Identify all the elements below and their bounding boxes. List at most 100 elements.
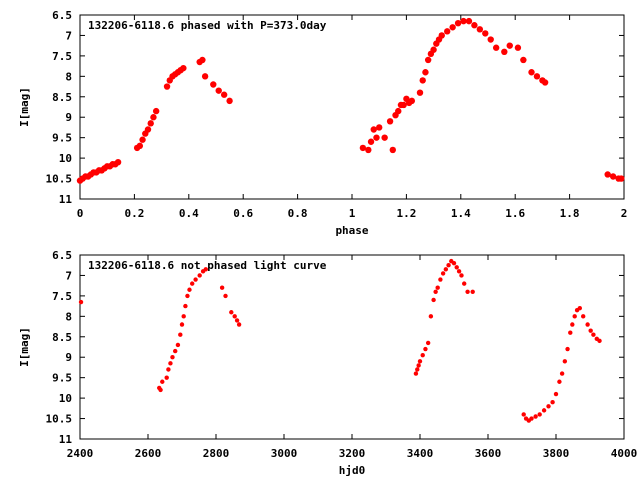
data-point [170,355,175,360]
data-point [588,328,593,333]
data-point [420,352,425,358]
data-point [415,367,420,372]
x-tick-label: 2600 [135,447,162,460]
data-point [581,314,586,319]
data-point [203,267,208,272]
data-point [449,24,456,31]
x-tick-label: 1.4 [451,207,471,220]
data-point [471,22,478,29]
data-point [178,332,183,337]
data-point [219,285,225,290]
data-point [187,287,192,292]
data-point [236,322,242,327]
x-tick-label: 0 [77,207,84,220]
data-point [229,310,234,315]
data-point [193,277,198,282]
y-tick-label: 8.5 [52,91,72,104]
data-point [199,56,206,64]
data-point [444,28,451,35]
data-point [459,273,464,278]
x-axis-label: hjd0 [339,464,366,477]
data-point [487,36,494,43]
data-point [559,371,565,376]
data-point [425,340,431,346]
x-tick-label: 1 [349,207,356,220]
y-tick-label: 9.5 [52,372,72,385]
data-point [609,173,617,180]
data-point [220,91,228,98]
data-point [365,146,372,154]
x-tick-label: 0.2 [124,207,144,220]
data-point [470,289,475,294]
data-point [541,79,549,86]
data-point [419,77,426,84]
data-point [528,69,535,76]
data-point [114,159,122,166]
data-point [416,89,424,96]
data-point [376,124,383,131]
data-point [417,359,423,364]
x-tick-label: 0.4 [179,207,199,220]
data-point [408,97,416,105]
data-point [460,17,467,25]
data-point [232,314,237,319]
data-point [226,97,233,105]
x-tick-label: 1.8 [560,207,580,220]
data-point [435,285,440,290]
x-tick-label: 3800 [543,447,570,460]
data-point [433,289,438,294]
x-tick-label: 0.6 [233,207,253,220]
y-tick-label: 10.5 [46,173,73,186]
x-axis-label: phase [335,224,368,237]
y-tick-label: 7.5 [52,290,72,303]
y-tick-label: 7.5 [52,50,72,63]
data-point [501,48,508,55]
x-tick-label: 4000 [611,447,638,460]
phased-light-curve-panel: 0 0.2 0.4 0.6 0.8 1 1.2 1.4 1.6 1.8 2 6.5 7 7.5 8 8.5 9 9… [18,9,627,237]
y-tick-label: 6.5 [52,249,72,262]
y-axis-label: I[mag] [18,327,31,367]
data-point [454,265,459,270]
y-tick-label: 9 [65,351,72,364]
chart-title: 132206-6118.6 not phased light curve [88,259,327,272]
data-point [400,101,407,109]
chart-title: 132206-6118.6 phased with P=373.0day [88,19,327,32]
data-point [395,107,402,115]
data-point [175,342,181,348]
y-axis-label: I[mag] [18,87,31,127]
data-point [585,322,590,327]
data-point [492,44,500,51]
y-tick-label: 10.5 [46,413,73,426]
data-point [423,346,428,352]
unphased-light-curve-panel: 2400 2600 2800 3000 3200 3400 3600 3800 4000 6.5 7… [18,249,637,477]
data-point [181,314,186,319]
data-point [201,73,209,80]
data-point [428,314,434,319]
data-point [577,305,582,311]
data-point [179,322,185,327]
data-point [78,299,84,305]
y-tick-label: 8 [65,70,72,83]
data-point [416,363,421,368]
data-point [183,303,188,309]
data-point [430,46,437,53]
data-point [144,126,152,133]
data-point [482,30,489,37]
y-tick-label: 11 [59,433,73,446]
x-tick-label: 3200 [339,447,366,460]
y-tick-label: 10 [59,152,72,165]
data-point [440,271,446,276]
data-point [359,144,367,152]
data-point [168,361,173,366]
y-tick-label: 8 [65,310,72,323]
data-point [550,400,555,405]
y-tick-label: 9.5 [52,132,72,145]
data-point [465,17,473,25]
data-point [152,107,160,115]
y-tick-label: 6.5 [52,9,72,22]
data-point [541,408,547,413]
x-tick-label: 1.2 [396,207,416,220]
data-point [373,134,380,141]
data-point [462,281,467,286]
y-tick-label: 11 [59,193,73,206]
